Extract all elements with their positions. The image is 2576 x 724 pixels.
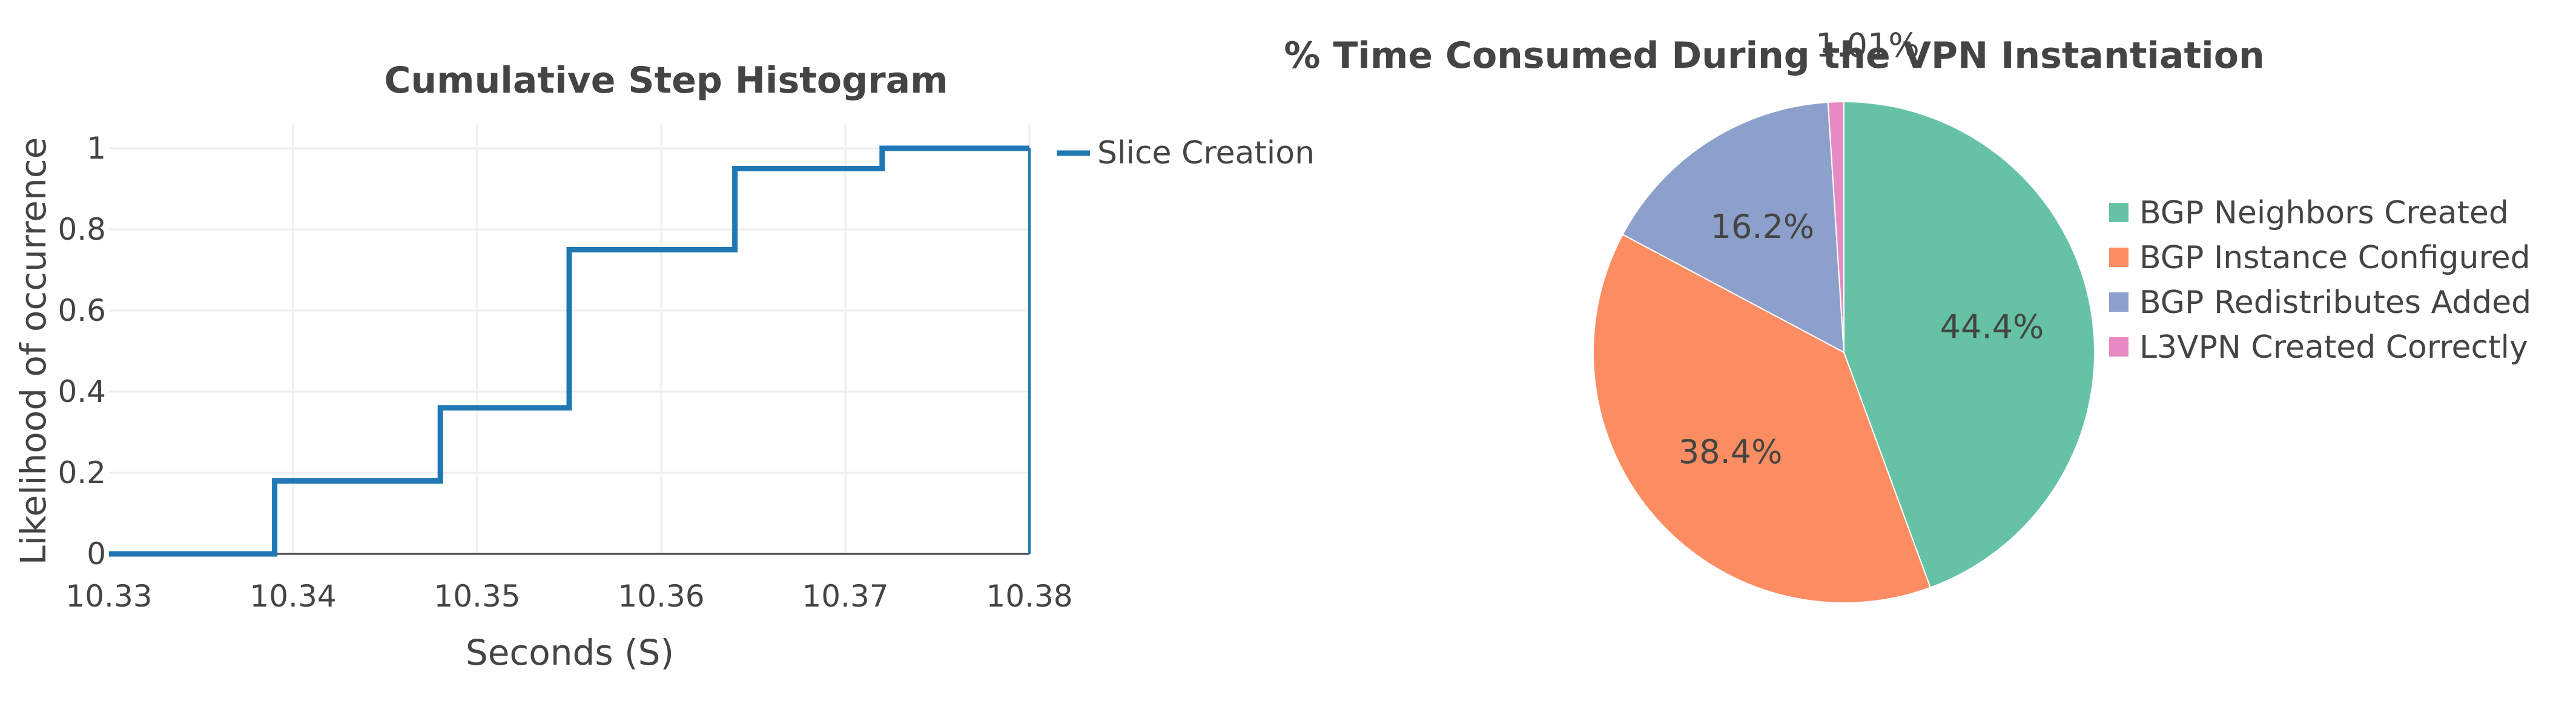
y-tick-label: 1: [87, 131, 106, 166]
legend-label-slice-creation: Slice Creation: [1097, 135, 1315, 171]
pie-slice-label-bgp-neighbors-created: 44.4%: [1940, 308, 2044, 346]
y-tick-label: 0.8: [58, 212, 106, 247]
pie-slices: [1593, 100, 2095, 604]
y-axis-ticks: 0 0.2 0.4 0.6 0.8 1: [58, 131, 106, 571]
pie-slice-label-l3vpn-created-correctly: 1.01%: [1815, 26, 1920, 64]
pie-slice-bgp-neighbors-created: [1843, 100, 2095, 588]
step-histogram-title: Cumulative Step Histogram: [384, 59, 948, 102]
x-tick-label: 10.33: [65, 579, 152, 614]
pie-slice-bgp-redistributes-added: [1622, 101, 1845, 354]
pie-chart: % Time Consumed During the VPN Instantia…: [1284, 26, 2531, 604]
legend-swatch-bgp-instance-configured: [2109, 248, 2129, 267]
x-tick-label: 10.35: [434, 579, 520, 614]
pie-slice-label-bgp-redistributes-added: 16.2%: [1711, 208, 1815, 246]
legend-label-bgp-redistributes-added: BGP Redistributes Added: [2139, 285, 2531, 321]
pie-slice-labels: 44.4% 38.4% 16.2% 1.01%: [1679, 26, 2044, 471]
x-axis-label: Seconds (S): [466, 632, 674, 673]
legend-swatch-l3vpn-created-correctly: [2109, 337, 2129, 357]
x-tick-label: 10.36: [618, 579, 704, 614]
legend-label-l3vpn-created-correctly: L3VPN Created Correctly: [2139, 329, 2528, 366]
legend-swatch-bgp-neighbors-created: [2109, 203, 2129, 222]
y-tick-label: 0.6: [58, 293, 106, 328]
pie-slice-l3vpn-created-correctly: [1827, 100, 1844, 353]
x-axis-ticks: 10.33 10.34 10.35 10.36 10.37 10.38: [65, 579, 1072, 614]
x-tick-label: 10.34: [249, 579, 336, 614]
pie-legend[interactable]: BGP Neighbors Created BGP Instance Config…: [2109, 195, 2531, 366]
pie-slice-label-bgp-instance-configured: 38.4%: [1679, 433, 1783, 471]
y-axis-label: Likelihood of occurrence: [13, 137, 54, 565]
y-tick-label: 0.2: [58, 455, 106, 490]
y-tick-label: 0.4: [58, 374, 106, 409]
x-tick-label: 10.38: [986, 579, 1072, 614]
legend-label-bgp-neighbors-created: BGP Neighbors Created: [2139, 195, 2509, 231]
x-tick-label: 10.37: [802, 579, 888, 614]
pie-slice-bgp-instance-configured: [1593, 233, 1932, 604]
y-tick-label: 0: [87, 536, 106, 571]
legend-swatch-bgp-redistributes-added: [2109, 292, 2129, 312]
step-legend[interactable]: Slice Creation: [1057, 135, 1315, 171]
legend-label-bgp-instance-configured: BGP Instance Configured: [2139, 240, 2531, 276]
step-series: [109, 145, 1031, 557]
pie-chart-title: % Time Consumed During the VPN Instantia…: [1284, 35, 2264, 77]
step-series-line: [109, 145, 1029, 557]
step-histogram-chart: Cumulative Step Histogram 10.33 10.34 10.3…: [13, 59, 1315, 673]
